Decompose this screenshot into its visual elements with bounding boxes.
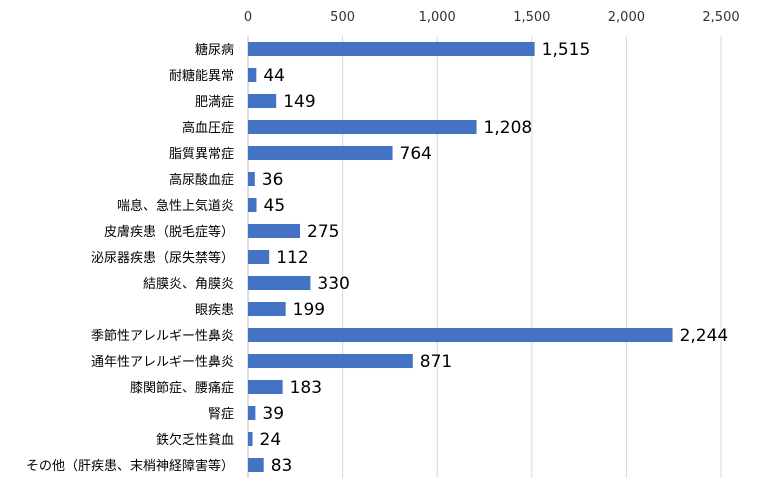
x-axis-ticks: 0 500 1,000 1,500 2,000 2,500 (244, 10, 740, 25)
data-label-14: 39 (262, 404, 284, 424)
tick-label-5: 2,500 (702, 10, 739, 25)
category-label-5: 高尿酸血症 (169, 172, 234, 188)
data-label-0: 1,515 (542, 40, 591, 60)
bar-0 (248, 41, 535, 57)
data-label-8: 112 (276, 248, 308, 268)
category-label-0: 糖尿病 (195, 42, 234, 58)
data-label-9: 330 (317, 274, 349, 294)
bar-12 (248, 353, 413, 369)
bar-9 (248, 275, 311, 291)
tick-label-3: 1,500 (513, 10, 550, 25)
bar-6 (248, 197, 257, 213)
data-label-13: 183 (290, 378, 322, 398)
data-label-7: 275 (307, 222, 339, 242)
category-label-16: その他（肝疾患、末梢神経障害等） (26, 458, 234, 474)
bar-10 (248, 301, 286, 317)
category-label-14: 腎症 (208, 407, 234, 422)
data-label-4: 764 (400, 144, 432, 164)
tick-label-2: 1,000 (419, 10, 456, 25)
category-label-8: 泌尿器疾患（尿失禁等） (91, 250, 234, 266)
data-label-5: 36 (262, 170, 284, 190)
bar-8 (248, 249, 270, 265)
data-label-2: 149 (283, 92, 315, 112)
bar-16 (248, 457, 264, 473)
bar-1 (248, 67, 257, 83)
category-label-11: 季節性アレルギー性鼻炎 (91, 328, 234, 344)
bar-2 (248, 93, 277, 109)
category-label-3: 高血圧症 (182, 120, 234, 136)
category-label-9: 結膜炎、角膜炎 (143, 277, 234, 292)
category-labels: 糖尿病耐糖能異常肥満症高血圧症脂質異常症高尿酸血症喘息、急性上気道炎皮膚疾患（脱… (26, 42, 234, 474)
bar-7 (248, 223, 301, 239)
category-label-13: 膝関節症、腰痛症 (130, 380, 234, 396)
bar-11 (248, 327, 673, 343)
bar-4 (248, 145, 393, 161)
bar-5 (248, 171, 255, 187)
data-label-12: 871 (420, 352, 452, 372)
category-label-2: 肥満症 (195, 95, 234, 110)
data-label-1: 44 (263, 66, 285, 86)
bar-3 (248, 119, 477, 135)
category-label-7: 皮膚疾患（脱毛症等） (104, 224, 234, 240)
tick-label-1: 500 (330, 10, 355, 25)
data-label-15: 24 (260, 430, 282, 450)
data-label-3: 1,208 (484, 118, 533, 138)
category-label-10: 眼疾患 (195, 303, 234, 318)
category-label-6: 喘息、急性上気道炎 (117, 198, 234, 214)
category-label-15: 鉄欠乏性貧血 (156, 432, 234, 448)
data-label-11: 2,244 (680, 326, 729, 346)
category-label-12: 通年性アレルギー性鼻炎 (91, 354, 234, 370)
category-label-4: 脂質異常症 (169, 147, 234, 162)
tick-label-4: 2,000 (608, 10, 645, 25)
bar-14 (248, 405, 256, 421)
data-label-16: 83 (271, 456, 293, 476)
category-label-1: 耐糖能異常 (169, 68, 234, 84)
data-label-10: 199 (293, 300, 325, 320)
data-labels: 1,515 44 149 1,208 764 36 45 275 112 330 199 2,244 8… (260, 40, 729, 476)
tick-label-0: 0 (244, 10, 252, 25)
bar-15 (248, 431, 253, 447)
bars (248, 41, 673, 473)
bar-13 (248, 379, 283, 395)
data-label-6: 45 (264, 196, 286, 216)
gridlines (247, 36, 722, 478)
